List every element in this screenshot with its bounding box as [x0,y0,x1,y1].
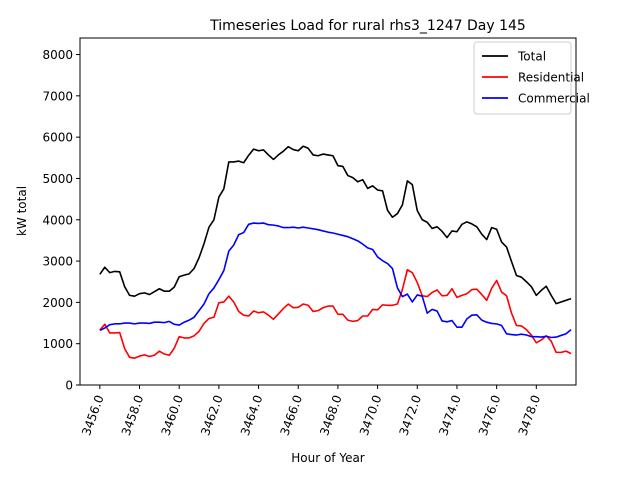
y-axis-label: kW total [15,186,29,236]
x-axis-label: Hour of Year [291,451,365,465]
y-tick-label: 8000 [42,48,73,62]
y-tick-label: 0 [65,379,73,393]
y-tick-label: 7000 [42,89,73,103]
legend-label-residential: Residential [518,71,584,85]
y-tick-label: 1000 [42,337,73,351]
series-line-residential [99,268,572,359]
axes-frame [79,37,577,386]
legend: Total Residential Commercial [473,41,590,115]
series-line-commercial [99,222,572,339]
y-tick-label: 6000 [42,131,73,145]
legend-label-total: Total [517,50,546,64]
y-axis-ticks: 0 1000 2000 3000 4000 5000 6000 7000 8000 [42,48,80,393]
legend-label-commercial: Commercial [518,92,590,106]
chart-title: Timeseries Load for rural rhs3_1247 Day … [209,18,526,34]
legend-box [473,41,572,115]
y-tick-label: 5000 [42,172,73,186]
y-tick-label: 3000 [42,255,73,269]
y-tick-label: 4000 [42,213,73,227]
y-tick-label: 2000 [42,296,73,310]
plot-lines [99,145,572,359]
series-line-total [99,145,572,305]
